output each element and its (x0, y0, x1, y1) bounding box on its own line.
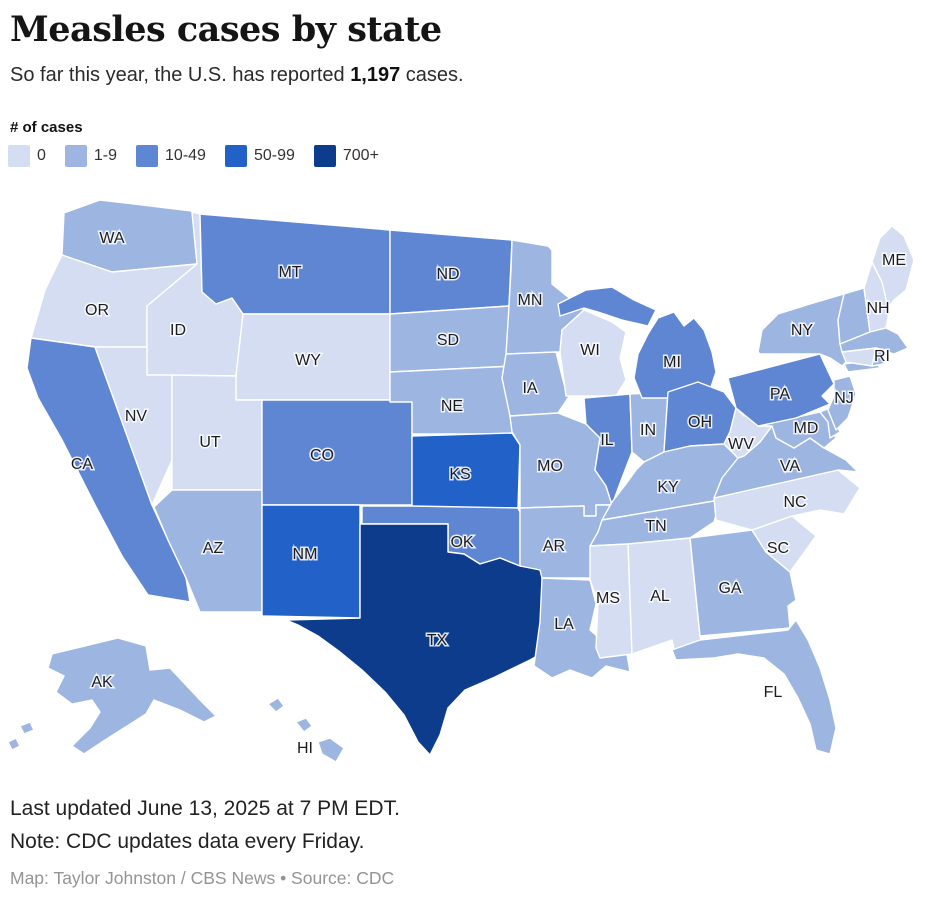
state-label-FL: FL (764, 684, 783, 701)
legend-swatch-icon (64, 145, 87, 167)
state-ME[interactable] (871, 225, 915, 309)
state-NC[interactable] (713, 469, 861, 531)
note-text: Note: CDC updates data every Friday. (10, 829, 365, 853)
state-HI[interactable] (267, 697, 285, 713)
state-MI[interactable] (557, 286, 657, 327)
state-MI[interactable] (633, 311, 717, 399)
legend-swatch-icon (313, 145, 336, 167)
state-RI[interactable] (871, 347, 887, 367)
legend-item-label: 0 (37, 147, 46, 164)
state-CO[interactable] (261, 399, 413, 506)
state-NJ[interactable] (827, 375, 857, 431)
state-FL[interactable] (671, 619, 837, 755)
state-ND[interactable] (389, 229, 513, 315)
total-cases-value: 1,197 (350, 64, 401, 87)
state-AK[interactable] (19, 721, 35, 735)
credit-text: Map: Taylor Johnston / CBS News • Source… (10, 868, 395, 889)
legend: 0 1-9 10-49 50-99 700+ (8, 145, 398, 167)
legend-item-label: 50-99 (253, 147, 295, 164)
footer: Last updated June 13, 2025 at 7 PM EDT. … (10, 793, 930, 889)
legend-item-700+: 700+ (313, 145, 398, 167)
legend-item-label: 1-9 (93, 147, 118, 164)
legend-item-0: 0 (8, 145, 65, 167)
state-HI[interactable] (317, 737, 345, 763)
state-WI[interactable] (559, 309, 627, 397)
legend-swatch-icon (8, 145, 30, 167)
legend-item-label: 10-49 (165, 147, 206, 164)
state-SD[interactable] (389, 305, 515, 373)
state-TX[interactable] (285, 523, 549, 756)
state-NM[interactable] (261, 504, 361, 619)
state-AK[interactable] (47, 637, 217, 755)
legend-item-10-49: 10-49 (136, 145, 225, 167)
legend-item-label: 700+ (342, 147, 379, 164)
last-updated-text: Last updated June 13, 2025 at 7 PM EDT. (10, 797, 400, 820)
state-HI[interactable] (295, 717, 313, 733)
legend-item-1-9: 1-9 (64, 145, 136, 167)
state-IA[interactable] (501, 351, 571, 417)
state-label-HI: HI (297, 740, 313, 757)
legend-title: # of cases (10, 119, 83, 136)
subtitle-prefix: So far this year, the U.S. has reported (10, 64, 351, 87)
state-MS[interactable] (589, 543, 633, 659)
state-AK[interactable] (7, 737, 21, 751)
subtitle: So far this year, the U.S. has reported … (10, 64, 930, 87)
header: Measles cases by state So far this year,… (10, 9, 930, 87)
state-MT[interactable] (199, 213, 391, 315)
legend-item-50-99: 50-99 (224, 145, 314, 167)
subtitle-suffix: cases. (400, 64, 464, 87)
state-WY[interactable] (235, 313, 391, 401)
state-NY[interactable] (757, 293, 853, 367)
legend-swatch-icon (224, 145, 247, 167)
legend-swatch-icon (136, 145, 159, 167)
state-KS[interactable] (411, 432, 521, 509)
state-IN[interactable] (629, 391, 669, 463)
page-title: Measles cases by state (10, 9, 442, 50)
